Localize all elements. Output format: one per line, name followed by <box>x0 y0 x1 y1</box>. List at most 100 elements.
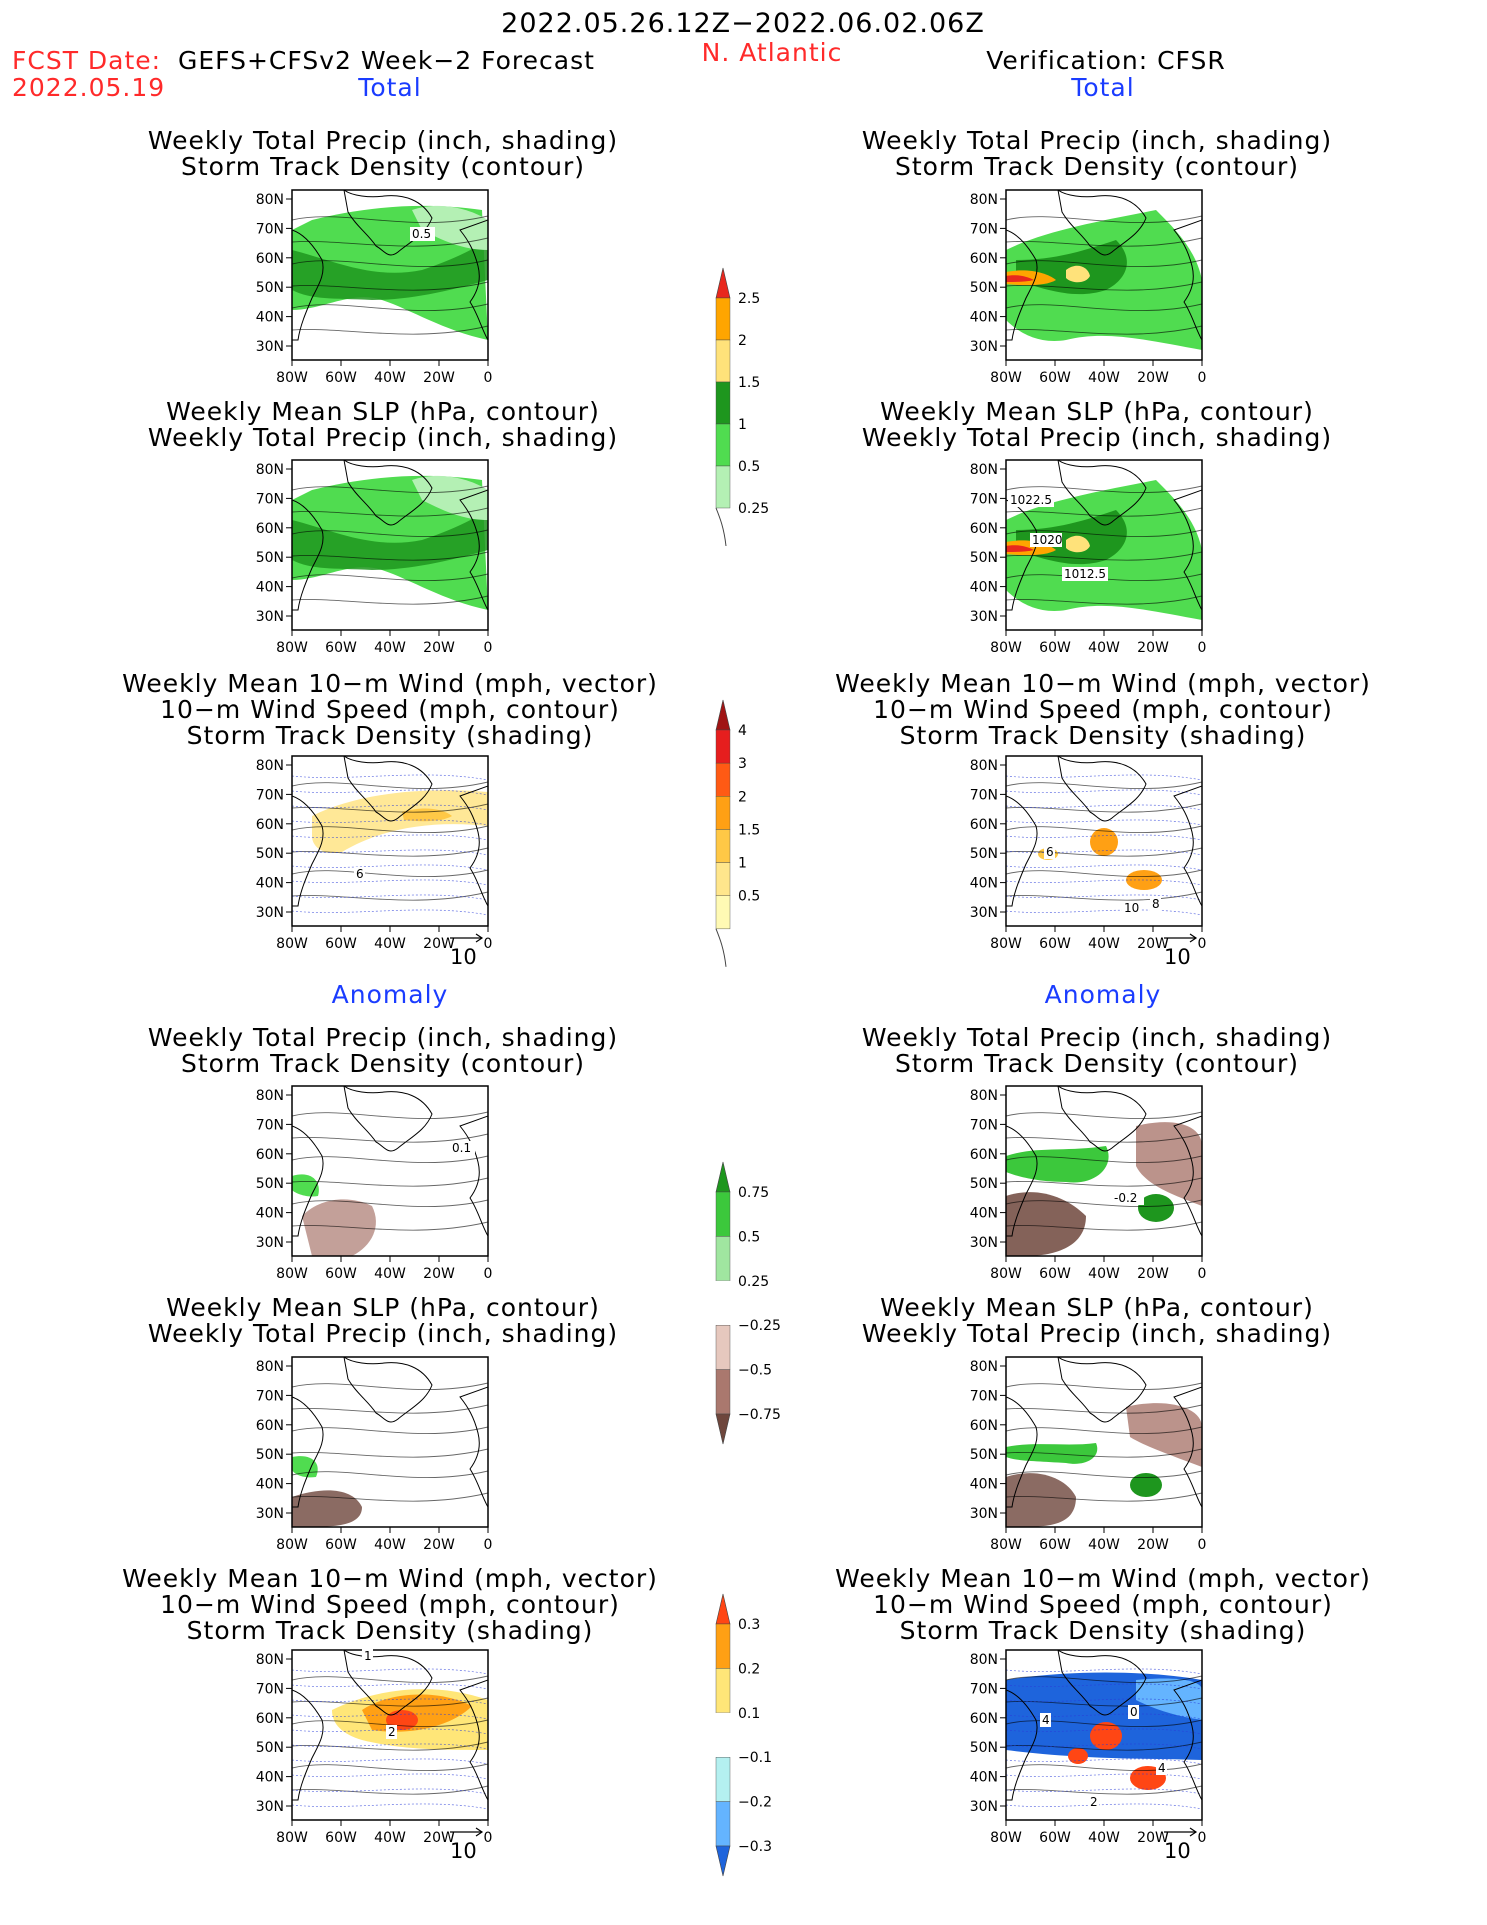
contour-label: 8 <box>1150 897 1161 911</box>
lat-tick-label: 30N <box>256 1506 284 1522</box>
lat-tick-label: 70N <box>970 491 998 507</box>
fcst-model-label: GEFS+CFSv2 Week−2 Forecast <box>178 46 595 75</box>
panel-title-line: Weekly Total Precip (inch, shading) <box>861 126 1333 155</box>
panel-title-line: 10−m Wind Speed (mph, contour) <box>160 695 620 724</box>
lat-tick-label: 30N <box>970 1506 998 1522</box>
panel-title-line: Weekly Mean SLP (hPa, contour) <box>880 397 1314 426</box>
contour-label: 1020 <box>1030 533 1063 547</box>
svg-text:0: 0 <box>1130 1705 1138 1719</box>
colorbar-swatch <box>716 1712 730 1758</box>
map-svg: 80N 70N 60N 50N 40N 30N 80W 60W 40W 20W 0 1022.5 102… <box>970 459 1206 656</box>
vector-reference-label: 10 <box>1164 1839 1191 1863</box>
lon-tick-label: 20W <box>1137 1537 1169 1553</box>
lon-tick-label: 20W <box>423 370 455 386</box>
svg-text:0.1: 0.1 <box>452 1141 471 1155</box>
colorbar-label: 1.5 <box>738 822 760 838</box>
colorbar-label: 0.5 <box>738 889 760 905</box>
lat-tick-label: 40N <box>970 876 998 892</box>
map-panel: 80N 70N 60N 50N 40N 30N 80W 60W 40W 20W 0 6 <box>256 755 492 952</box>
section-total-right: Total <box>1071 73 1135 102</box>
lat-tick-label: 60N <box>970 1711 998 1727</box>
lon-tick-label: 40W <box>1088 936 1120 952</box>
vector-reference: 10 <box>1162 1826 1202 1874</box>
contour-label: 4 <box>1040 1713 1051 1727</box>
lat-tick-label: 30N <box>256 905 284 921</box>
lat-tick-label: 40N <box>970 1477 998 1493</box>
lat-tick-label: 60N <box>970 251 998 267</box>
lon-tick-label: 40W <box>1088 1830 1120 1846</box>
lon-tick-label: 60W <box>325 1830 357 1846</box>
map-panel: 80N 70N 60N 50N 40N 30N 80W 60W 40W 20W 0 <box>970 189 1206 386</box>
map-panel: 80N 70N 60N 50N 40N 30N 80W 60W 40W 20W 0 0.5 <box>256 189 492 386</box>
vector-reference-label: 10 <box>1164 945 1191 969</box>
svg-text:1: 1 <box>364 1649 372 1663</box>
section-anomaly-left: Anomaly <box>331 980 449 1009</box>
map-panel: 80N 70N 60N 50N 40N 30N 80W 60W 40W 20W 0 -0.2 <box>970 1085 1206 1282</box>
lat-tick-label: 60N <box>256 1418 284 1434</box>
lat-tick-label: 70N <box>256 221 284 237</box>
lat-tick-label: 30N <box>256 1235 284 1251</box>
lon-tick-label: 20W <box>1137 1266 1169 1282</box>
svg-text:1022.5: 1022.5 <box>1010 493 1052 507</box>
lat-tick-label: 70N <box>970 1681 998 1697</box>
lon-tick-label: 40W <box>1088 640 1120 656</box>
panel-title-line: Storm Track Density (shading) <box>899 1616 1307 1645</box>
lon-tick-label: 80W <box>990 1830 1022 1846</box>
lat-tick-label: 60N <box>970 521 998 537</box>
lat-tick-label: 40N <box>970 1206 998 1222</box>
lat-tick-label: 30N <box>970 905 998 921</box>
panel-title-line: Weekly Mean 10−m Wind (mph, vector) <box>835 1564 1371 1593</box>
map-svg: 80N 70N 60N 50N 40N 30N 80W 60W 40W 20W 0 -0.2 <box>970 1085 1206 1282</box>
lon-tick-label: 60W <box>1039 370 1071 386</box>
lon-tick-label: 40W <box>1088 1266 1120 1282</box>
lon-tick-label: 40W <box>1088 370 1120 386</box>
contour-label: 2 <box>1088 1795 1099 1809</box>
lon-tick-label: 80W <box>276 936 308 952</box>
map-panel: 80N 70N 60N 50N 40N 30N 80W 60W 40W 20W 0 0.1 <box>256 1085 492 1282</box>
colorbar-label: −0.3 <box>738 1839 772 1855</box>
lat-tick-label: 30N <box>970 1235 998 1251</box>
lat-tick-label: 50N <box>970 1176 998 1192</box>
lon-tick-label: 60W <box>325 1266 357 1282</box>
lon-tick-label: 60W <box>1039 640 1071 656</box>
map-panel: 80N 70N 60N 50N 40N 30N 80W 60W 40W 20W 0 <box>256 1356 492 1553</box>
svg-text:8: 8 <box>1152 897 1160 911</box>
panel-title-line: Weekly Total Precip (inch, shading) <box>861 1319 1333 1348</box>
date-range-title: 2022.05.26.12Z−2022.06.02.06Z <box>501 8 985 39</box>
map-svg: 80N 70N 60N 50N 40N 30N 80W 60W 40W 20W 0 0.5 <box>256 189 492 386</box>
lat-tick-label: 60N <box>970 817 998 833</box>
lon-tick-label: 60W <box>1039 936 1071 952</box>
vector-arrow-icon <box>450 1827 484 1837</box>
lon-tick-label: 60W <box>325 1537 357 1553</box>
map-panel: 80N 70N 60N 50N 40N 30N 80W 60W 40W 20W 0 2 1 <box>256 1649 492 1846</box>
panel-title-line: 10−m Wind Speed (mph, contour) <box>160 1590 620 1619</box>
colorbar-swatch <box>715 1756 731 1802</box>
map-svg: 80N 70N 60N 50N 40N 30N 80W 60W 40W 20W 0 10 8 6 <box>970 755 1206 952</box>
lat-tick-label: 80N <box>256 462 284 478</box>
panel-title-line: Weekly Mean SLP (hPa, contour) <box>166 1293 600 1322</box>
lat-tick-label: 70N <box>256 1681 284 1697</box>
lat-tick-label: 50N <box>970 846 998 862</box>
lat-tick-label: 30N <box>970 609 998 625</box>
colorbar-label: 4 <box>738 723 747 739</box>
lat-tick-label: 60N <box>256 1711 284 1727</box>
lon-tick-label: 60W <box>1039 1830 1071 1846</box>
lat-tick-label: 70N <box>970 1388 998 1404</box>
lat-tick-label: 30N <box>256 339 284 355</box>
lat-tick-label: 80N <box>970 1652 998 1668</box>
panel-title-line: Storm Track Density (contour) <box>180 1049 586 1078</box>
contour-label: 6 <box>1044 845 1055 859</box>
svg-text:10: 10 <box>1124 901 1139 915</box>
contour-label: 6 <box>354 867 365 881</box>
lon-tick-label: 80W <box>990 936 1022 952</box>
map-svg: 80N 70N 60N 50N 40N 30N 80W 60W 40W 20W 0 <box>970 189 1206 386</box>
lat-tick-label: 80N <box>256 1652 284 1668</box>
colorbar-label: 3 <box>738 756 747 772</box>
lat-tick-label: 50N <box>256 1176 284 1192</box>
colorbar-storm-density: 4 3 2 1.5 1 0.5 <box>715 699 796 972</box>
lon-tick-label: 80W <box>990 640 1022 656</box>
verification-label: Verification: CFSR <box>986 46 1226 75</box>
colorbar-swatch <box>715 381 731 425</box>
lat-tick-label: 80N <box>256 1359 284 1375</box>
colorbar-swatch <box>715 1324 731 1370</box>
